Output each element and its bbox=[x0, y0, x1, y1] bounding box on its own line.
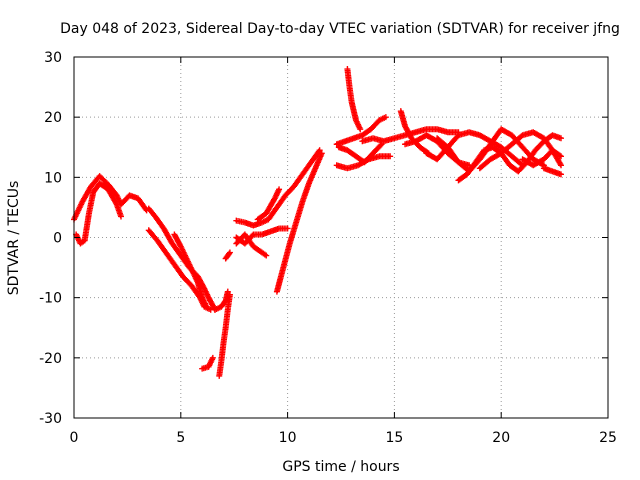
data-point-marker bbox=[249, 232, 256, 239]
data-point-marker bbox=[558, 135, 565, 142]
series-track-20 bbox=[397, 108, 432, 157]
y-tick-label: 0 bbox=[53, 231, 62, 247]
series-track-2 bbox=[73, 180, 124, 247]
data-point-marker bbox=[387, 153, 394, 160]
data-point-marker bbox=[318, 150, 325, 157]
x-tick-label: 5 bbox=[176, 430, 185, 446]
series-track-1 bbox=[71, 173, 150, 223]
series-track-9 bbox=[222, 249, 233, 262]
x-tick-label: 15 bbox=[385, 430, 403, 446]
x-tick-label: 25 bbox=[599, 430, 617, 446]
y-tick-label: -10 bbox=[39, 291, 62, 307]
data-point-marker bbox=[226, 249, 233, 256]
data-point-marker bbox=[209, 354, 216, 361]
data-point-marker bbox=[203, 303, 210, 310]
series-track-26 bbox=[519, 147, 565, 169]
data-point-marker bbox=[558, 153, 565, 160]
x-tick-label: 20 bbox=[492, 430, 510, 446]
y-axis-title: SDTVAR / TECUs bbox=[6, 181, 22, 296]
series-track-18 bbox=[333, 153, 394, 172]
series-track-19 bbox=[359, 126, 462, 145]
series-track-5 bbox=[171, 231, 210, 310]
data-markers bbox=[71, 66, 565, 379]
data-point-marker bbox=[382, 114, 389, 121]
data-point-marker bbox=[357, 126, 364, 133]
data-point-marker bbox=[556, 152, 563, 159]
series-track-16 bbox=[344, 66, 364, 133]
chart-title: Day 048 of 2023, Sidereal Day-to-day VTE… bbox=[60, 21, 620, 37]
y-tick-label: -30 bbox=[39, 411, 62, 427]
series-track-8 bbox=[216, 291, 233, 379]
series-track-12 bbox=[233, 231, 270, 259]
x-axis-title: GPS time / hours bbox=[282, 459, 399, 475]
series-track-27 bbox=[540, 165, 565, 178]
data-point-marker bbox=[224, 288, 231, 295]
axis-ticks: 0 5 10 15 20 25 -30 -20 -10 0 10 20 30 bbox=[39, 50, 617, 446]
data-point-marker bbox=[558, 171, 565, 178]
data-point-marker bbox=[316, 147, 323, 154]
data-point-marker bbox=[284, 225, 291, 232]
grid-lines bbox=[74, 57, 608, 418]
series-track-6 bbox=[199, 354, 216, 372]
data-point-marker bbox=[226, 250, 233, 257]
y-tick-label: 20 bbox=[44, 110, 62, 126]
series-track-14 bbox=[273, 150, 325, 295]
x-tick-label: 10 bbox=[279, 430, 297, 446]
y-tick-label: -20 bbox=[39, 351, 62, 367]
x-tick-label: 0 bbox=[70, 430, 79, 446]
y-tick-label: 10 bbox=[44, 170, 62, 186]
series-track-13 bbox=[254, 186, 283, 223]
series-track-3 bbox=[145, 205, 218, 313]
data-point-marker bbox=[263, 252, 270, 259]
y-tick-label: 30 bbox=[44, 50, 62, 66]
series-track-24 bbox=[455, 132, 565, 184]
data-point-marker bbox=[117, 213, 124, 220]
data-point-marker bbox=[558, 162, 565, 169]
data-point-marker bbox=[226, 291, 233, 298]
data-point-marker bbox=[276, 186, 283, 193]
series-track-4 bbox=[145, 227, 214, 313]
series-track-15 bbox=[333, 114, 389, 148]
